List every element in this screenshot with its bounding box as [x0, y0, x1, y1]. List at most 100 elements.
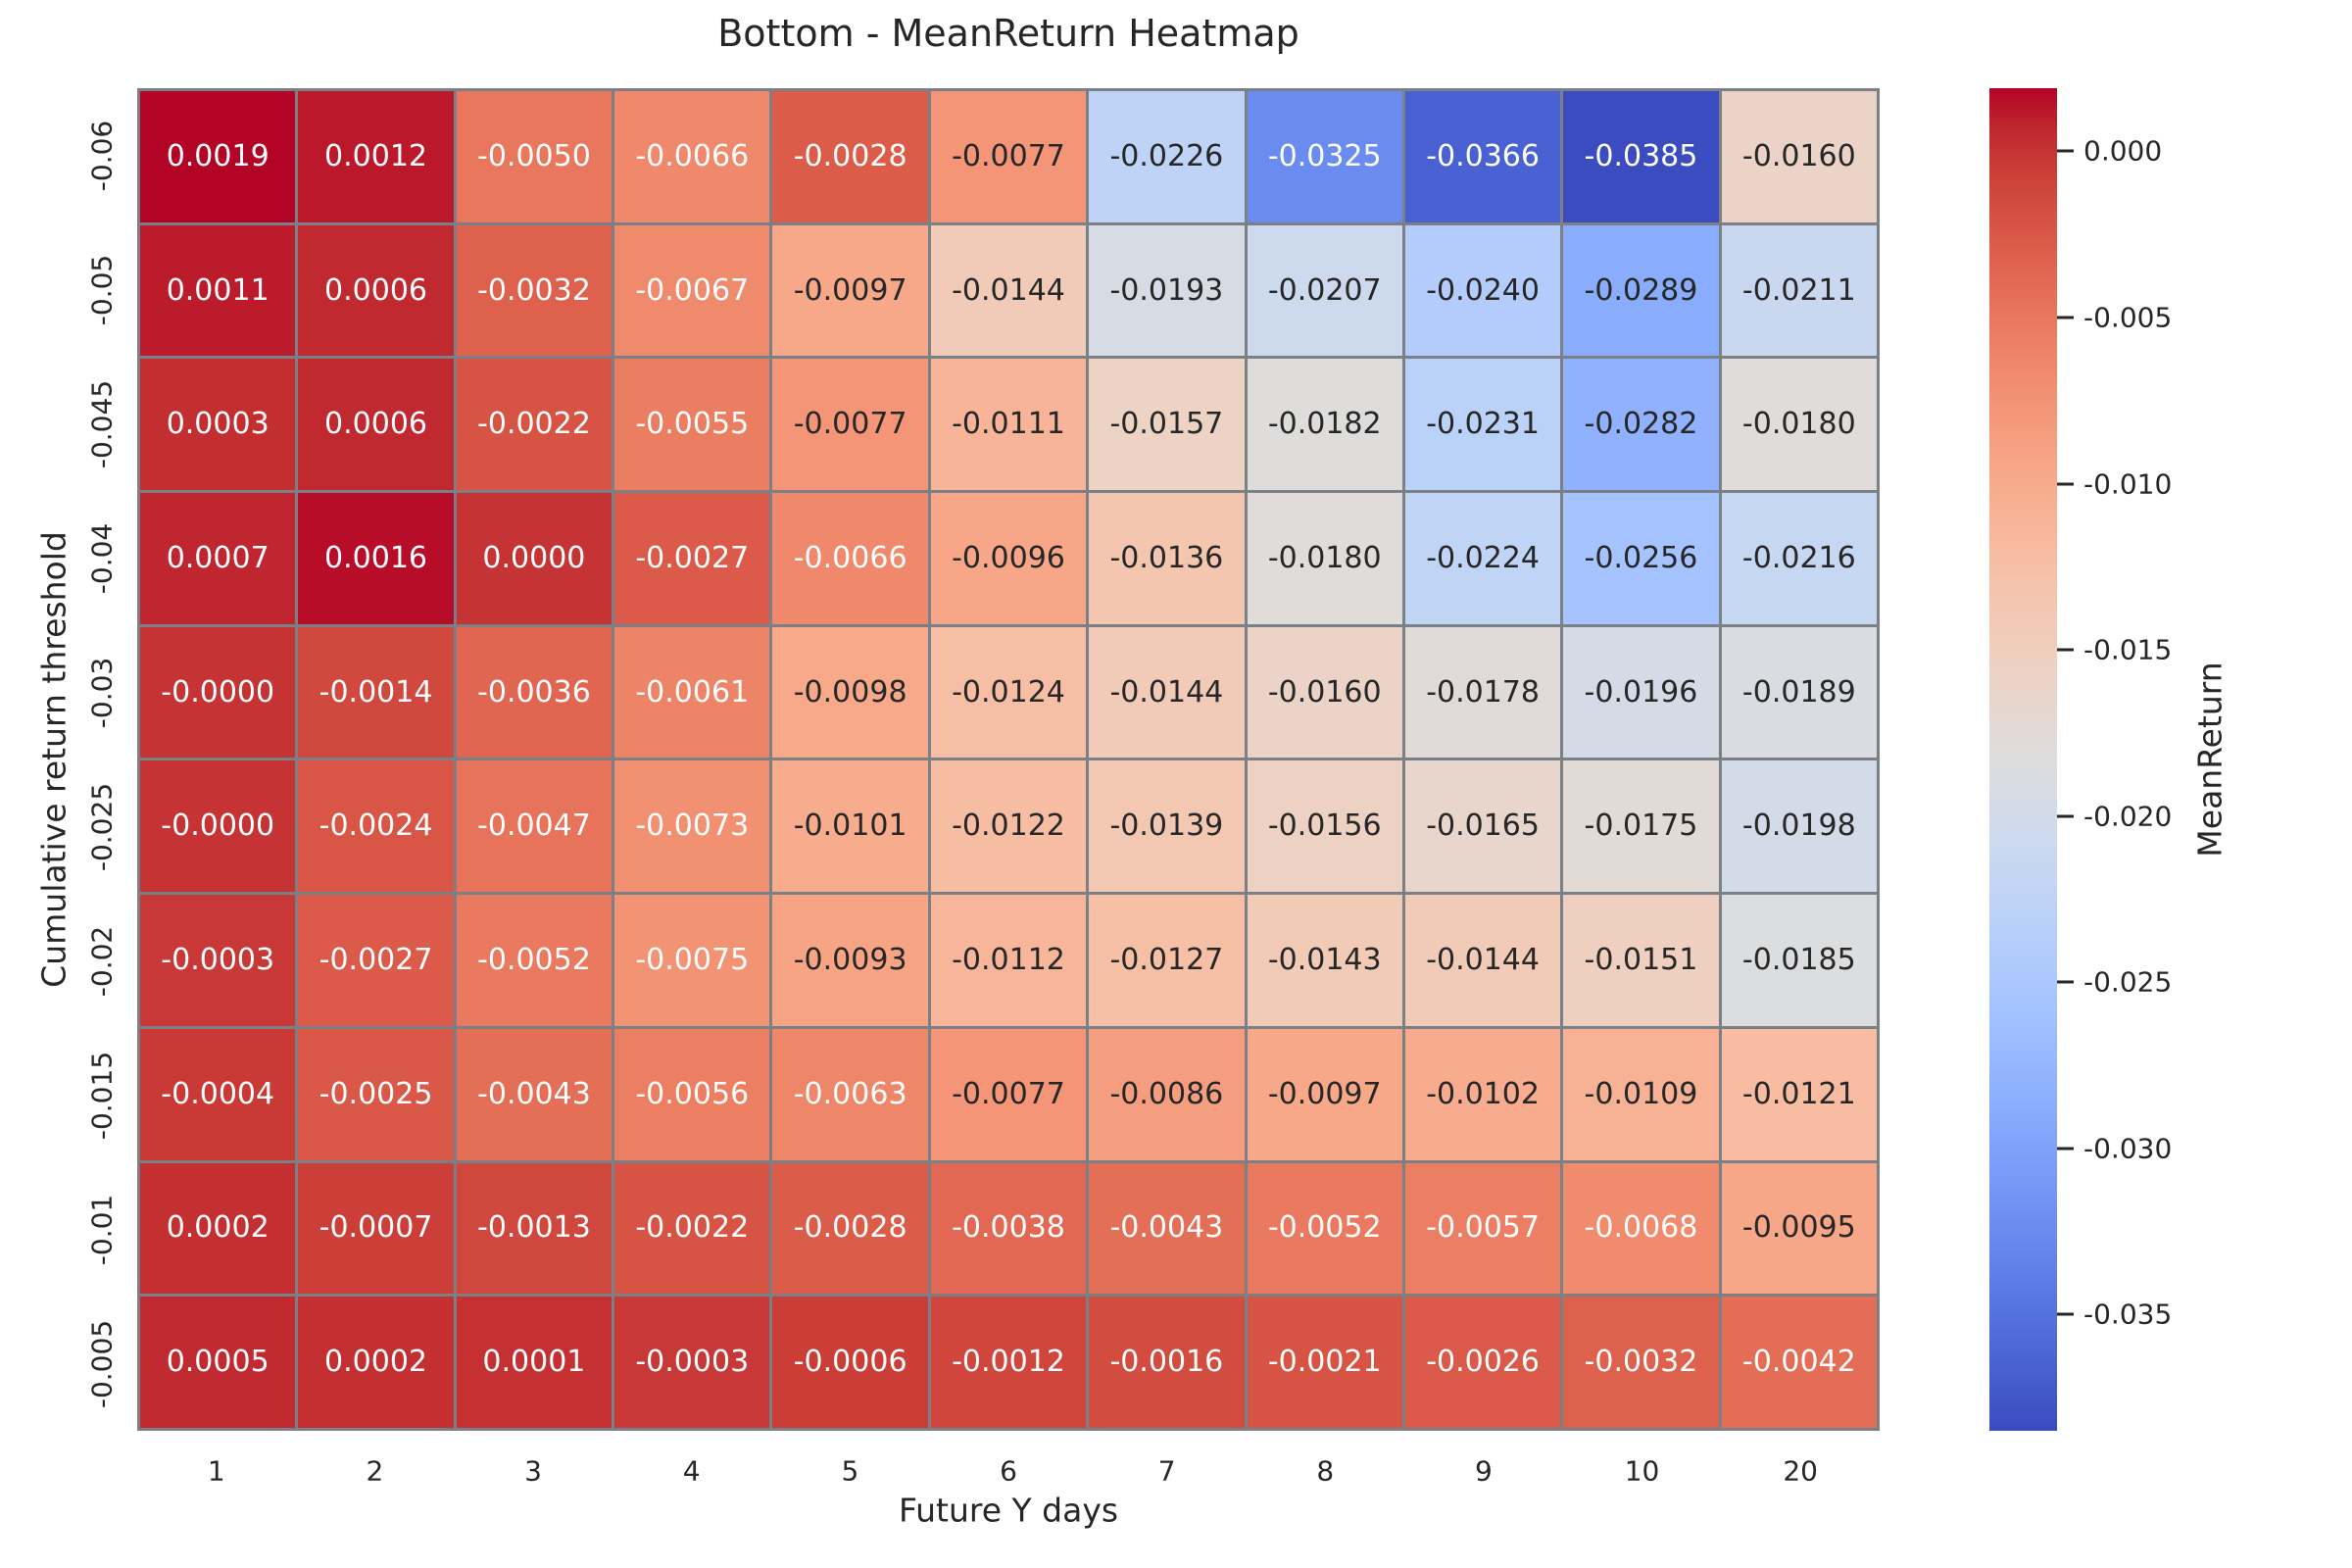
- heatmap-cell: -0.0027: [298, 895, 454, 1026]
- heatmap-cell: -0.0007: [298, 1162, 454, 1295]
- x-tick-label: 2: [366, 1454, 384, 1488]
- y-tick-label: -0.01: [85, 1194, 119, 1265]
- heatmap-grid: 0.0019 0.0012 -0.0050 -0.0066 -0.0028 -0.0077…: [137, 88, 1880, 1431]
- y-axis-label: Cumulative return threshold: [34, 531, 74, 988]
- heatmap-cell: -0.0216: [1721, 493, 1877, 624]
- heatmap-cell: -0.0043: [1089, 1162, 1245, 1295]
- heatmap-cell: -0.0025: [298, 1028, 454, 1160]
- y-tick-label: -0.05: [85, 254, 119, 325]
- heatmap-cell: -0.0050: [456, 91, 612, 222]
- heatmap-cell: -0.0006: [772, 1297, 928, 1428]
- heatmap-cell: -0.0109: [1563, 1028, 1719, 1160]
- heatmap-cell: -0.0096: [930, 493, 1087, 624]
- heatmap-cell: -0.0003: [614, 1297, 770, 1428]
- x-axis-label: Future Y days: [898, 1491, 1119, 1530]
- x-tick-label: 20: [1783, 1454, 1818, 1488]
- heatmap-cell: -0.0066: [614, 91, 770, 222]
- colorbar-label: MeanReturn: [2190, 662, 2230, 858]
- heatmap-cell: -0.0022: [456, 359, 612, 491]
- heatmap-cell: -0.0027: [614, 493, 770, 624]
- heatmap-cell: -0.0024: [298, 760, 454, 893]
- heatmap-cell: -0.0144: [1404, 895, 1561, 1026]
- heatmap-cell: -0.0063: [772, 1028, 928, 1160]
- heatmap-cell: -0.0003: [140, 895, 296, 1026]
- heatmap-cell: -0.0124: [930, 626, 1087, 759]
- heatmap-cell: -0.0178: [1404, 626, 1561, 759]
- heatmap-cell: -0.0157: [1089, 359, 1245, 491]
- heatmap-cell: -0.0193: [1089, 224, 1245, 357]
- heatmap-cell: -0.0165: [1404, 760, 1561, 893]
- colorbar-tick-mark: [2057, 814, 2074, 818]
- heatmap-cell: -0.0000: [140, 626, 296, 759]
- heatmap-cell: -0.0077: [930, 91, 1087, 222]
- y-tick-label: -0.015: [85, 1051, 119, 1140]
- x-tick-label: 4: [682, 1454, 701, 1488]
- heatmap-cell: -0.0021: [1247, 1297, 1402, 1428]
- x-tick-label: 7: [1157, 1454, 1176, 1488]
- heatmap-cell: -0.0160: [1247, 626, 1402, 759]
- heatmap-cell: -0.0325: [1247, 91, 1402, 222]
- colorbar-tick-mark: [2057, 482, 2074, 486]
- heatmap-cell: -0.0231: [1404, 359, 1561, 491]
- colorbar-tick-mark: [2057, 316, 2074, 319]
- heatmap-cell: -0.0189: [1721, 626, 1877, 759]
- heatmap-cell: -0.0136: [1089, 493, 1245, 624]
- heatmap-cell: -0.0156: [1247, 760, 1402, 893]
- heatmap-cell: -0.0042: [1721, 1297, 1877, 1428]
- heatmap-cell: -0.0043: [456, 1028, 612, 1160]
- heatmap-cell: 0.0005: [140, 1297, 296, 1428]
- heatmap-cell: 0.0002: [140, 1162, 296, 1295]
- heatmap-cell: 0.0016: [298, 493, 454, 624]
- heatmap-cell: -0.0047: [456, 760, 612, 893]
- heatmap-cell: -0.0211: [1721, 224, 1877, 357]
- x-tick-label: 10: [1624, 1454, 1660, 1488]
- heatmap-cell: -0.0175: [1563, 760, 1719, 893]
- heatmap-cell: -0.0028: [772, 1162, 928, 1295]
- heatmap-cell: -0.0095: [1721, 1162, 1877, 1295]
- heatmap-cell: -0.0032: [1563, 1297, 1719, 1428]
- colorbar-tick-mark: [2057, 1147, 2074, 1151]
- heatmap-cell: -0.0028: [772, 91, 928, 222]
- colorbar-tick-label: -0.010: [2083, 467, 2173, 501]
- heatmap-cell: -0.0036: [456, 626, 612, 759]
- heatmap-cell: -0.0097: [1247, 1028, 1402, 1160]
- heatmap-cell: -0.0256: [1563, 493, 1719, 624]
- heatmap-cell: -0.0207: [1247, 224, 1402, 357]
- colorbar-tick-mark: [2057, 980, 2074, 984]
- heatmap-cell: 0.0006: [298, 359, 454, 491]
- y-tick-label: -0.06: [85, 120, 119, 191]
- heatmap-cell: -0.0077: [930, 1028, 1087, 1160]
- y-tick-label: -0.03: [85, 657, 119, 728]
- colorbar-tick-label: -0.025: [2083, 965, 2173, 999]
- y-tick-label: -0.045: [85, 379, 119, 468]
- colorbar-tick-mark: [2057, 1312, 2074, 1316]
- heatmap-cell: -0.0066: [772, 493, 928, 624]
- heatmap-cell: -0.0075: [614, 895, 770, 1026]
- heatmap-cell: -0.0198: [1721, 760, 1877, 893]
- heatmap-cell: -0.0185: [1721, 895, 1877, 1026]
- heatmap-cell: -0.0022: [614, 1162, 770, 1295]
- heatmap-cell: 0.0007: [140, 493, 296, 624]
- y-tick-label: -0.025: [85, 782, 119, 871]
- heatmap-cell: -0.0144: [1089, 626, 1245, 759]
- heatmap-cell: -0.0068: [1563, 1162, 1719, 1295]
- heatmap-cell: -0.0385: [1563, 91, 1719, 222]
- heatmap-cell: -0.0057: [1404, 1162, 1561, 1295]
- heatmap-cell: -0.0226: [1089, 91, 1245, 222]
- heatmap-cell: -0.0282: [1563, 359, 1719, 491]
- y-tick-label: -0.04: [85, 522, 119, 594]
- heatmap-cell: -0.0224: [1404, 493, 1561, 624]
- heatmap-cell: -0.0289: [1563, 224, 1719, 357]
- x-tick-label: 1: [207, 1454, 225, 1488]
- colorbar-tick-mark: [2057, 648, 2074, 652]
- heatmap-cell: -0.0056: [614, 1028, 770, 1160]
- heatmap-cell: -0.0180: [1721, 359, 1877, 491]
- heatmap-cell: 0.0003: [140, 359, 296, 491]
- heatmap-cell: -0.0102: [1404, 1028, 1561, 1160]
- heatmap-cell: -0.0016: [1089, 1297, 1245, 1428]
- heatmap-cell: -0.0067: [614, 224, 770, 357]
- heatmap-cell: 0.0000: [456, 493, 612, 624]
- colorbar-tick-label: -0.020: [2083, 800, 2173, 833]
- heatmap-cell: -0.0121: [1721, 1028, 1877, 1160]
